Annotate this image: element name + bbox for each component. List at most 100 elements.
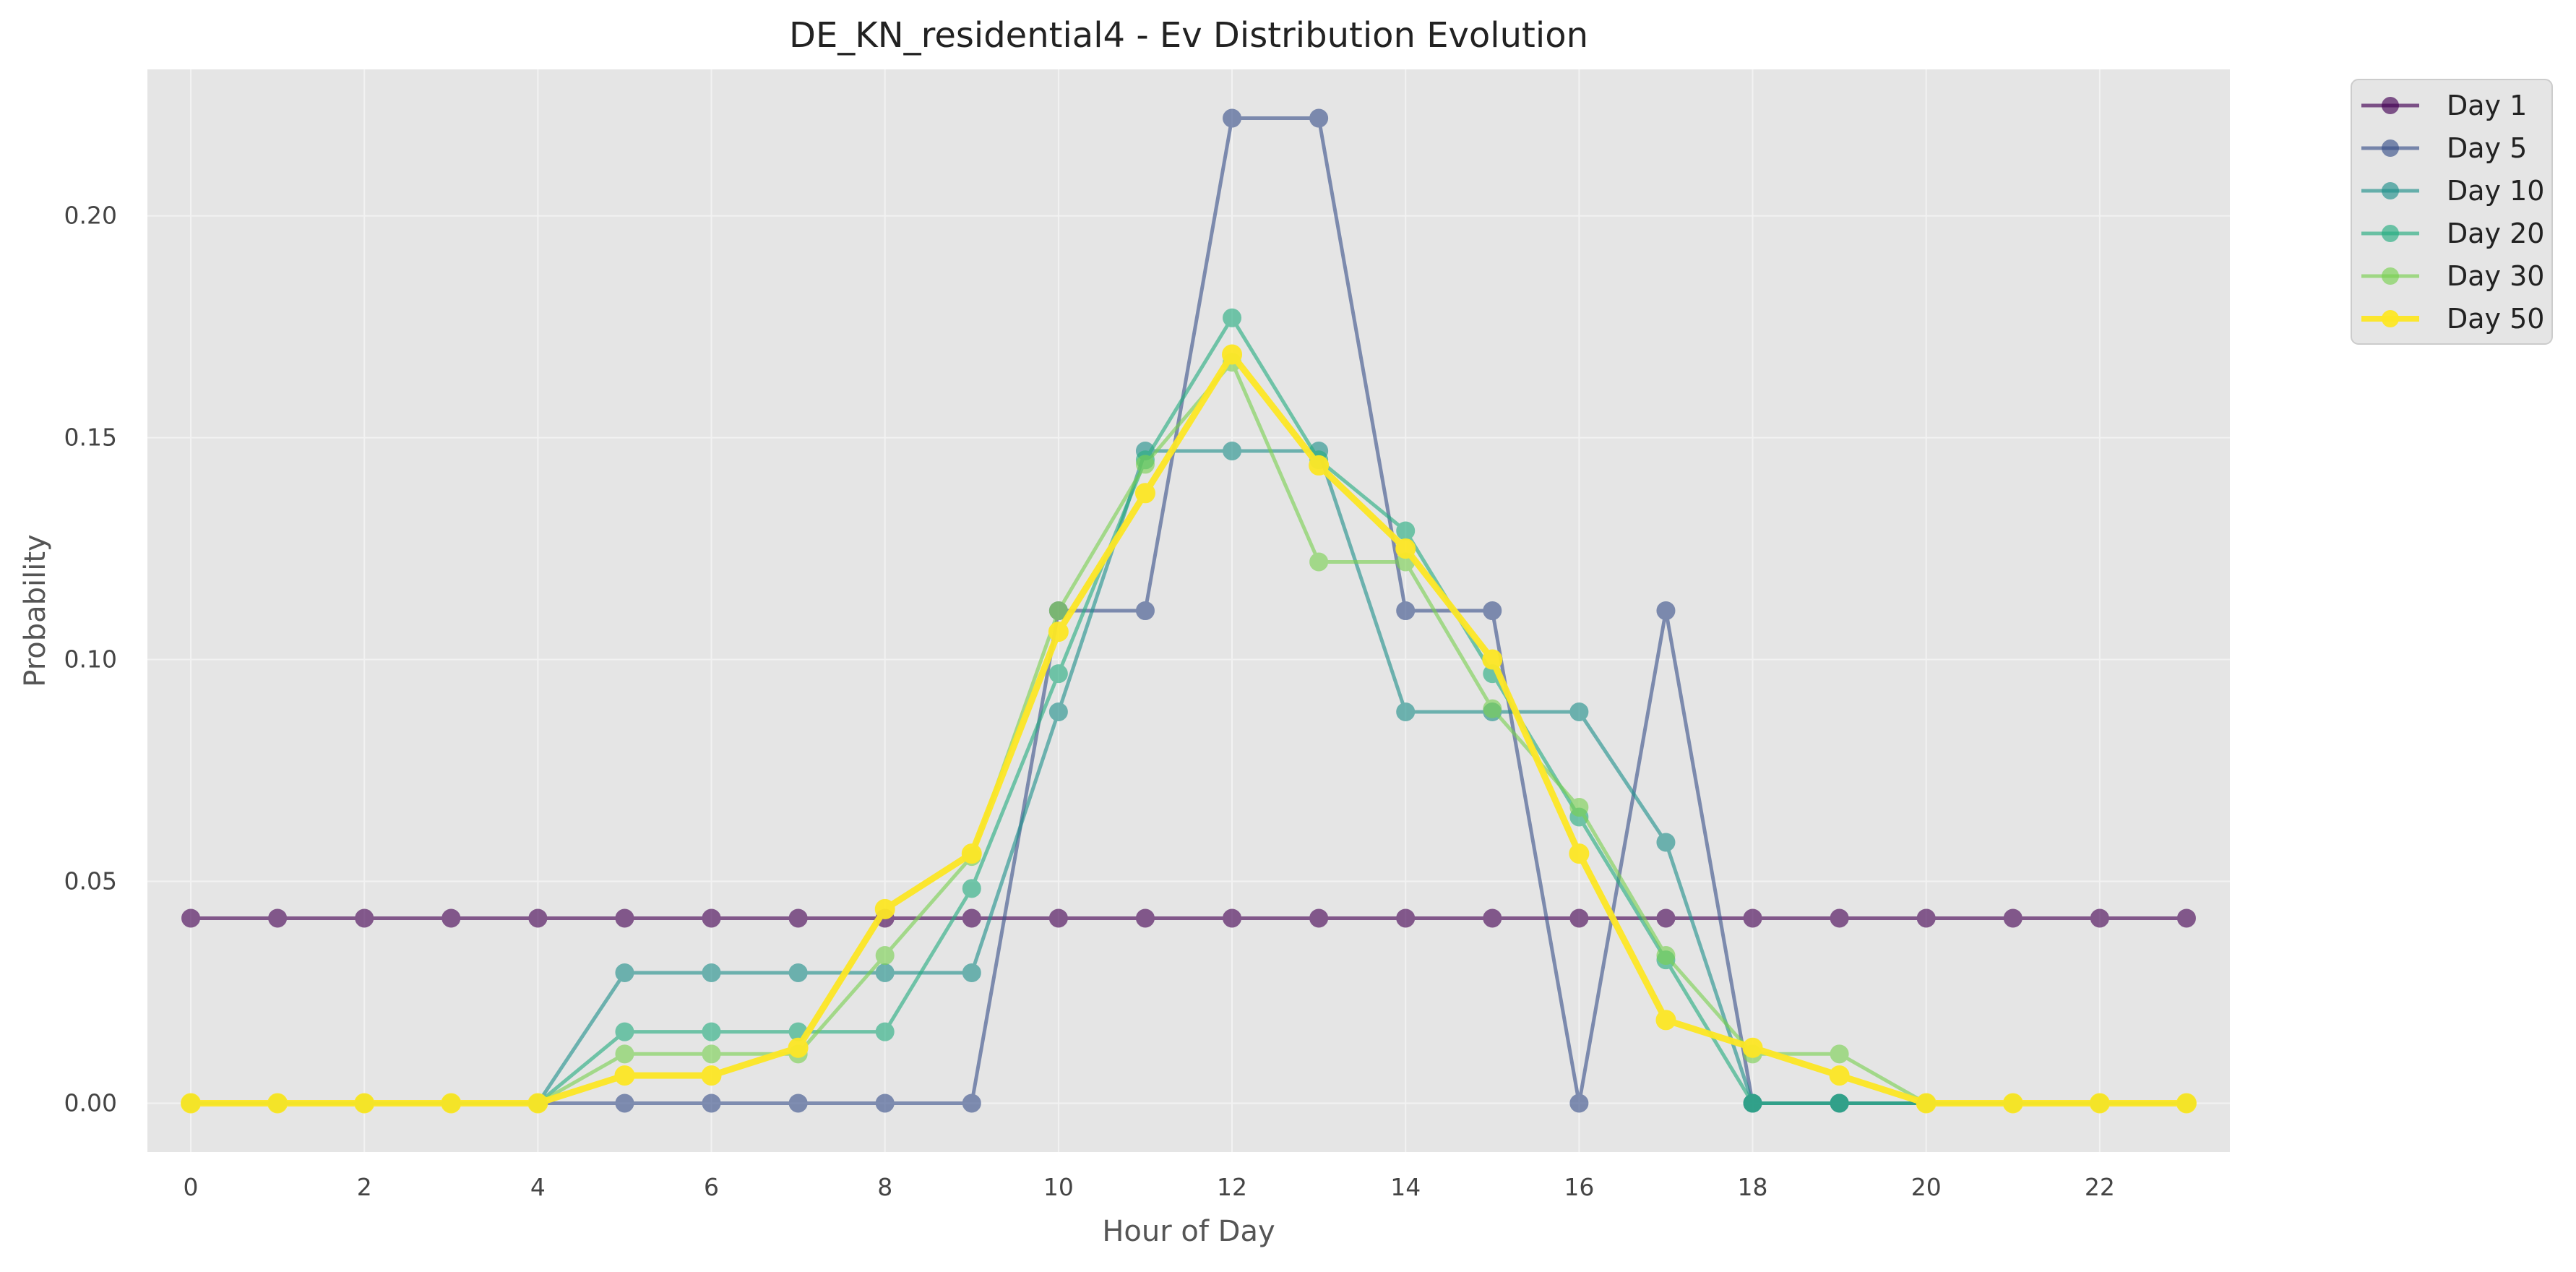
data-point xyxy=(1656,908,1676,928)
data-point xyxy=(788,963,808,982)
data-point xyxy=(962,1093,981,1113)
legend-label: Day 30 xyxy=(2447,260,2544,292)
data-point xyxy=(875,963,895,982)
data-point xyxy=(1569,843,1590,864)
legend-item: Day 30 xyxy=(2361,260,2544,292)
data-point xyxy=(1916,908,1936,928)
data-point xyxy=(1048,601,1068,620)
data-point xyxy=(1396,908,1416,928)
x-axis-label: Hour of Day xyxy=(1102,1215,1275,1248)
data-point xyxy=(1483,908,1502,928)
data-point xyxy=(615,1022,634,1041)
data-point xyxy=(1483,699,1502,718)
data-point xyxy=(1395,538,1416,559)
plot-background xyxy=(147,69,2230,1152)
legend-label: Day 1 xyxy=(2447,90,2527,121)
data-point xyxy=(1048,664,1068,684)
legend-marker xyxy=(2382,97,2399,114)
data-point xyxy=(1569,797,1589,817)
legend-label: Day 50 xyxy=(2447,303,2544,335)
data-point xyxy=(1223,441,1242,460)
data-point xyxy=(1482,649,1503,670)
legend-item: Day 1 xyxy=(2361,90,2527,121)
data-point xyxy=(615,908,634,928)
legend-item: Day 10 xyxy=(2361,175,2544,207)
data-point xyxy=(875,1022,895,1041)
data-point xyxy=(2176,908,2196,928)
data-point xyxy=(875,1093,895,1113)
x-tick-label: 22 xyxy=(2085,1173,2115,1201)
y-tick-label: 0.00 xyxy=(64,1088,117,1117)
data-point xyxy=(788,1037,809,1058)
data-point xyxy=(1829,1065,1850,1086)
data-point xyxy=(2089,1093,2110,1114)
data-point xyxy=(1483,601,1502,620)
data-point xyxy=(1830,1044,1849,1064)
data-point xyxy=(962,963,981,982)
data-point xyxy=(1135,908,1155,928)
legend-marker xyxy=(2382,225,2399,242)
data-point xyxy=(962,879,981,898)
series-day-50 xyxy=(181,344,2197,1114)
x-tick-label: 16 xyxy=(1564,1173,1594,1201)
data-point xyxy=(788,908,808,928)
legend-marker xyxy=(2382,267,2399,285)
data-point xyxy=(874,898,895,919)
data-point xyxy=(1743,1093,1762,1113)
series-line xyxy=(191,351,2187,1106)
y-axis-label: Probability xyxy=(19,534,52,687)
data-point xyxy=(1048,908,1068,928)
data-point xyxy=(1134,483,1155,504)
data-point xyxy=(1569,702,1589,721)
y-tick-label: 0.20 xyxy=(64,202,117,230)
legend-label: Day 5 xyxy=(2447,132,2527,164)
y-tick-labels: 0.00 0.05 0.10 0.15 0.20 xyxy=(64,202,117,1117)
data-point xyxy=(1223,108,1242,128)
chart-title: DE_KN_residential4 - Ev Distribution Evo… xyxy=(789,15,1588,56)
data-point xyxy=(1309,455,1330,476)
data-point xyxy=(702,963,721,982)
data-point xyxy=(1569,1093,1589,1113)
data-point xyxy=(1742,1037,1763,1058)
data-point xyxy=(1743,908,1762,928)
legend-item: Day 5 xyxy=(2361,132,2527,164)
data-point xyxy=(527,1093,548,1114)
x-tick-label: 20 xyxy=(1911,1173,1942,1201)
data-point xyxy=(702,1022,721,1041)
data-point xyxy=(1223,908,1242,928)
data-point xyxy=(962,908,981,928)
data-point xyxy=(1135,455,1155,474)
data-point xyxy=(2090,908,2109,928)
legend-item: Day 50 xyxy=(2361,303,2544,335)
x-tick-label: 18 xyxy=(1738,1173,1768,1201)
y-tick-label: 0.15 xyxy=(64,424,117,452)
data-point xyxy=(1656,946,1676,966)
data-point xyxy=(702,908,721,928)
data-point xyxy=(1309,908,1329,928)
data-point xyxy=(1048,622,1069,643)
data-point xyxy=(1830,1093,1849,1113)
data-point xyxy=(702,1044,721,1064)
x-tick-label: 8 xyxy=(877,1173,892,1201)
data-point xyxy=(2003,908,2023,928)
data-point xyxy=(1396,702,1416,721)
x-tick-label: 6 xyxy=(704,1173,719,1201)
series-day-1 xyxy=(181,908,2196,928)
x-tick-label: 10 xyxy=(1043,1173,1074,1201)
legend-item: Day 20 xyxy=(2361,218,2544,249)
data-point xyxy=(1656,833,1676,852)
legend-marker xyxy=(2382,182,2399,199)
data-point xyxy=(268,908,288,928)
data-point xyxy=(355,908,374,928)
data-point xyxy=(1048,702,1068,721)
legend: Day 1 Day 5 Day 10 Day 20 Day 30 Day 50 xyxy=(2351,79,2553,345)
data-point xyxy=(1309,108,1329,128)
data-point xyxy=(614,1065,635,1086)
y-tick-label: 0.10 xyxy=(64,645,117,674)
data-point xyxy=(1569,908,1589,928)
y-tick-label: 0.05 xyxy=(64,867,117,895)
legend-label: Day 10 xyxy=(2447,175,2544,207)
data-point xyxy=(701,1065,722,1086)
x-tick-label: 4 xyxy=(530,1173,546,1201)
data-point xyxy=(354,1093,375,1114)
